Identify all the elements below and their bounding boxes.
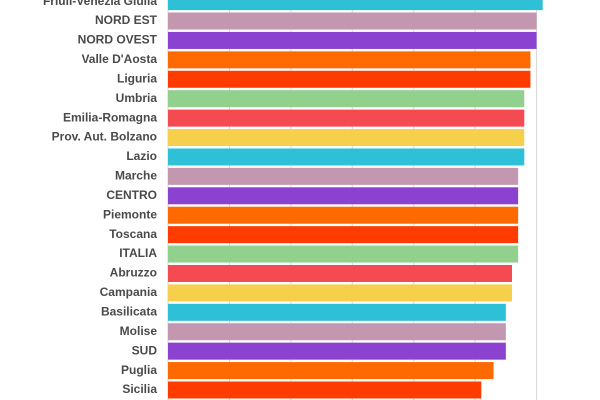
y-tick-label: NORD OVEST <box>78 33 158 47</box>
bar <box>168 90 525 108</box>
y-tick-label: ITALIA <box>119 246 157 260</box>
y-tick-label: Puglia <box>121 363 157 377</box>
y-tick-label: Abruzzo <box>110 266 157 280</box>
bar <box>168 226 519 244</box>
bar <box>168 362 494 380</box>
y-tick-label: Friuli-Venezia Giulia <box>43 0 157 8</box>
bar <box>168 129 525 147</box>
bar <box>168 0 543 11</box>
y-tick-label: Basilicata <box>101 304 157 318</box>
bar <box>168 109 525 127</box>
bar <box>168 264 512 282</box>
bar <box>168 381 482 399</box>
y-tick-label: Liguria <box>117 71 157 85</box>
bar <box>168 323 506 341</box>
bar <box>168 303 506 321</box>
bar <box>168 70 531 88</box>
bar <box>168 51 531 69</box>
bar <box>168 206 519 224</box>
bar <box>168 167 519 185</box>
bar <box>168 342 506 360</box>
bar <box>168 245 519 263</box>
bar <box>168 148 525 166</box>
y-tick-label: Prov. Aut. Bolzano <box>52 130 157 144</box>
y-tick-label: NORD EST <box>95 13 158 27</box>
y-tick-label: SUD <box>132 343 158 357</box>
bar <box>168 31 537 49</box>
y-tick-label: Lazio <box>126 149 157 163</box>
bar <box>168 187 519 205</box>
y-tick-label: Valle D'Aosta <box>81 52 157 66</box>
y-tick-label: Piemonte <box>103 207 157 221</box>
y-tick-label: Toscana <box>109 227 157 241</box>
bar <box>168 284 512 302</box>
y-tick-label: Molise <box>120 324 158 338</box>
y-tick-label: Sicilia <box>122 382 157 396</box>
y-tick-label: Umbria <box>116 91 158 105</box>
bar <box>168 12 537 30</box>
y-tick-label: Campania <box>100 285 158 299</box>
y-tick-label: Emilia-Romagna <box>63 110 157 124</box>
y-tick-label: CENTRO <box>106 188 157 202</box>
y-tick-label: Marche <box>115 169 157 183</box>
